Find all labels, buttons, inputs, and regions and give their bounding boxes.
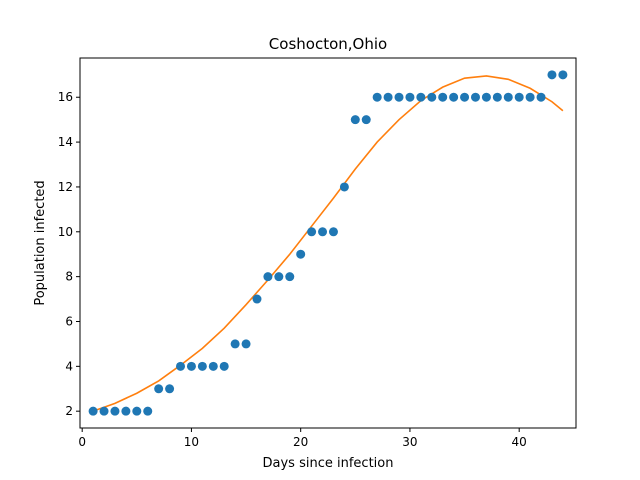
y-tick-label: 8	[65, 270, 73, 284]
data-point	[514, 92, 524, 102]
plot-frame	[79, 57, 577, 429]
data-point	[438, 92, 448, 102]
data-point	[154, 384, 164, 394]
data-point	[536, 92, 546, 102]
data-point	[285, 272, 295, 282]
data-point	[339, 182, 349, 192]
x-tick-label: 10	[184, 435, 199, 449]
data-point	[470, 92, 480, 102]
x-tick-label: 20	[293, 435, 308, 449]
data-point	[110, 406, 120, 416]
data-point	[318, 227, 328, 237]
data-point	[416, 92, 426, 102]
x-tick-label: 30	[402, 435, 417, 449]
data-point	[328, 227, 338, 237]
data-point	[503, 92, 513, 102]
data-point	[558, 70, 568, 80]
y-tick-label: 6	[65, 314, 73, 328]
data-point	[296, 249, 306, 259]
x-tick-label: 40	[512, 435, 527, 449]
data-point	[449, 92, 459, 102]
y-tick-label: 12	[58, 180, 73, 194]
data-point	[405, 92, 415, 102]
y-axis-label: Population infected	[33, 180, 48, 305]
data-point	[88, 406, 98, 416]
data-point	[165, 384, 175, 394]
data-point	[361, 115, 371, 125]
data-point	[492, 92, 502, 102]
x-axis-label: Days since infection	[263, 456, 394, 471]
data-point	[427, 92, 437, 102]
data-point	[547, 70, 557, 80]
data-point	[219, 361, 229, 371]
y-tick-label: 14	[58, 135, 73, 149]
y-tick-label: 16	[58, 90, 73, 104]
data-point	[525, 92, 535, 102]
data-point	[208, 361, 218, 371]
ticks-layer: 0 10 20 30 40 2 4 6 8 10 12 14 16	[58, 90, 527, 449]
data-point	[394, 92, 404, 102]
data-point	[460, 92, 470, 102]
data-point	[230, 339, 240, 349]
data-point	[252, 294, 262, 304]
data-point	[263, 272, 273, 282]
data-point	[307, 227, 317, 237]
data-point	[372, 92, 382, 102]
data-point	[350, 115, 360, 125]
data-point	[274, 272, 284, 282]
chart-title: Coshocton,Ohio	[269, 35, 387, 53]
data-point	[99, 406, 109, 416]
data-point	[132, 406, 142, 416]
plot-layer	[88, 70, 568, 416]
y-tick-label: 10	[58, 225, 73, 239]
fit-line	[92, 75, 564, 412]
y-tick-label: 4	[65, 359, 73, 373]
data-point	[176, 361, 186, 371]
data-point	[143, 406, 153, 416]
x-tick-label: 0	[78, 435, 86, 449]
y-tick-label: 2	[65, 404, 73, 418]
data-point	[197, 361, 207, 371]
data-point	[481, 92, 491, 102]
data-point	[186, 361, 196, 371]
data-point	[241, 339, 251, 349]
data-point	[121, 406, 131, 416]
data-point	[383, 92, 393, 102]
